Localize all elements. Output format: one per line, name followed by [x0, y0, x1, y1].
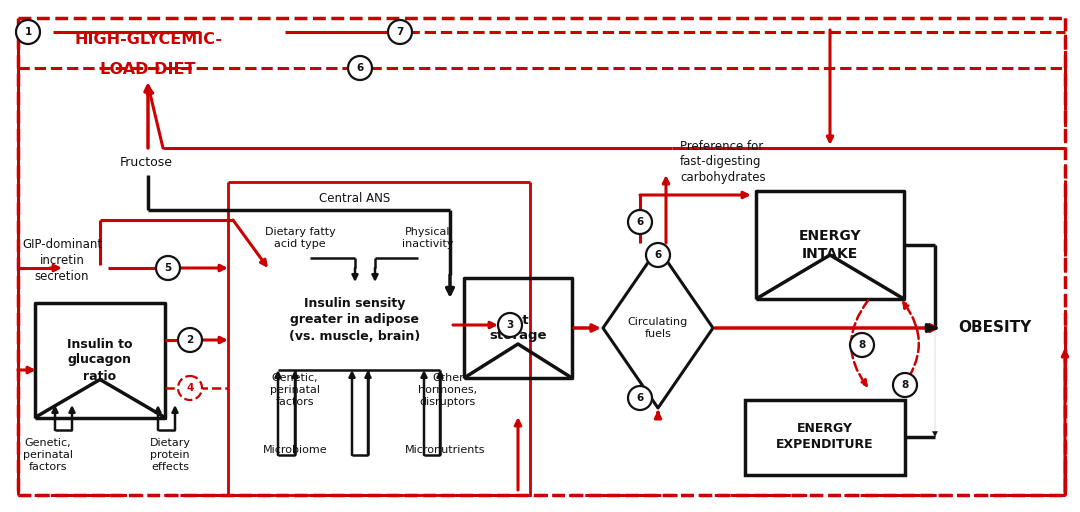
- Circle shape: [348, 56, 372, 80]
- Text: Microbiome: Microbiome: [262, 445, 327, 455]
- Text: Fat
storage: Fat storage: [489, 313, 546, 343]
- Text: 8: 8: [859, 340, 866, 350]
- Text: 7: 7: [396, 27, 404, 37]
- Text: ENERGY
EXPENDITURE: ENERGY EXPENDITURE: [777, 422, 874, 452]
- Circle shape: [627, 386, 652, 410]
- Circle shape: [156, 256, 180, 280]
- Text: Other
hormones,
disruptors: Other hormones, disruptors: [418, 373, 477, 408]
- Circle shape: [16, 20, 40, 44]
- Circle shape: [850, 333, 874, 357]
- Text: 6: 6: [636, 217, 644, 227]
- Text: Preference for
fast-digesting
carbohydrates: Preference for fast-digesting carbohydra…: [680, 139, 766, 184]
- Text: Fructose: Fructose: [120, 156, 173, 168]
- Text: 2: 2: [187, 335, 193, 345]
- Text: Physical
inactivity: Physical inactivity: [402, 227, 454, 249]
- Text: Central ANS: Central ANS: [320, 191, 391, 204]
- Circle shape: [498, 313, 522, 337]
- Text: GIP-dominant
incretin
secretion: GIP-dominant incretin secretion: [22, 238, 103, 283]
- Text: ENERGY
INTAKE: ENERGY INTAKE: [799, 229, 862, 261]
- Bar: [745, 400, 905, 475]
- Text: Genetic,
perinatal
factors: Genetic, perinatal factors: [23, 438, 73, 473]
- Circle shape: [627, 210, 652, 234]
- Text: 6: 6: [636, 393, 644, 403]
- Circle shape: [178, 376, 202, 400]
- Text: Genetic,
perinatal
factors: Genetic, perinatal factors: [270, 373, 320, 408]
- Text: 6: 6: [356, 63, 364, 73]
- Text: Insulin sensity
greater in adipose
(vs. muscle, brain): Insulin sensity greater in adipose (vs. …: [289, 297, 420, 343]
- Text: Dietary
protein
effects: Dietary protein effects: [149, 438, 190, 473]
- Text: Insulin to
glucagon
ratio: Insulin to glucagon ratio: [67, 337, 133, 382]
- Text: OBESITY: OBESITY: [958, 321, 1031, 335]
- Text: Circulating
fuels: Circulating fuels: [627, 317, 688, 339]
- Text: 1: 1: [25, 27, 31, 37]
- Text: 8: 8: [902, 380, 908, 390]
- Circle shape: [178, 328, 202, 352]
- Circle shape: [388, 20, 411, 44]
- Text: 6: 6: [654, 250, 662, 260]
- Text: 5: 5: [164, 263, 172, 273]
- Text: 3: 3: [507, 320, 514, 330]
- Circle shape: [646, 243, 670, 267]
- Text: Dietary fatty
acid type: Dietary fatty acid type: [265, 227, 336, 249]
- Text: Micronutrients: Micronutrients: [405, 445, 485, 455]
- Text: 4: 4: [187, 383, 193, 393]
- Circle shape: [893, 373, 917, 397]
- Text: LOAD DIET: LOAD DIET: [100, 62, 195, 77]
- Text: HIGH-GLYCEMIC-: HIGH-GLYCEMIC-: [75, 32, 222, 48]
